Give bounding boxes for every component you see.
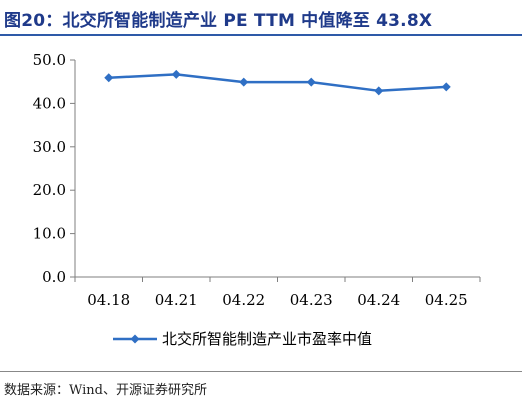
x-tick-label: 04.18 <box>87 291 130 309</box>
y-tick-label: 40.0 <box>33 94 66 112</box>
y-tick-label: 30.0 <box>33 138 66 156</box>
x-tick-label: 04.23 <box>290 291 333 309</box>
x-tick-label: 04.22 <box>222 291 265 309</box>
y-tick-label: 0.0 <box>42 268 66 286</box>
legend-marker <box>130 334 140 344</box>
figure-title: 图20：北交所智能制造产业 PE TTM 中值降至 43.8X <box>4 11 433 31</box>
x-axis: 04.18 04.21 04.22 04.23 04.24 04.25 <box>74 276 481 309</box>
y-tick-label: 50.0 <box>33 51 66 69</box>
x-tick-label: 04.25 <box>425 291 468 309</box>
footer-divider <box>0 371 522 372</box>
x-tick-label: 04.21 <box>155 291 198 309</box>
plot-area <box>104 69 451 96</box>
data-point-marker <box>239 77 249 87</box>
legend: 北交所智能制造产业市盈率中值 <box>113 330 372 348</box>
data-point-marker <box>104 73 114 83</box>
data-point-marker <box>171 69 181 79</box>
y-tick-label: 20.0 <box>33 181 66 199</box>
y-tick-label: 10.0 <box>33 225 66 243</box>
figure-title-bar: 图20：北交所智能制造产业 PE TTM 中值降至 43.8X <box>0 0 522 34</box>
title-divider <box>0 34 522 36</box>
series-line <box>108 73 447 93</box>
legend-label: 北交所智能制造产业市盈率中值 <box>162 330 372 348</box>
source-note: 数据来源：Wind、开源证券研究所 <box>4 383 207 398</box>
data-point-marker <box>374 86 384 96</box>
y-axis: 0.0 10.0 20.0 30.0 40.0 50.0 <box>33 51 76 286</box>
data-point-marker <box>306 77 316 87</box>
line-chart: 0.010.020.030.040.050.0 04.18 04.21 04.22 0… <box>33 51 481 348</box>
data-point-marker <box>441 82 451 92</box>
x-tick-label: 04.24 <box>357 291 400 309</box>
